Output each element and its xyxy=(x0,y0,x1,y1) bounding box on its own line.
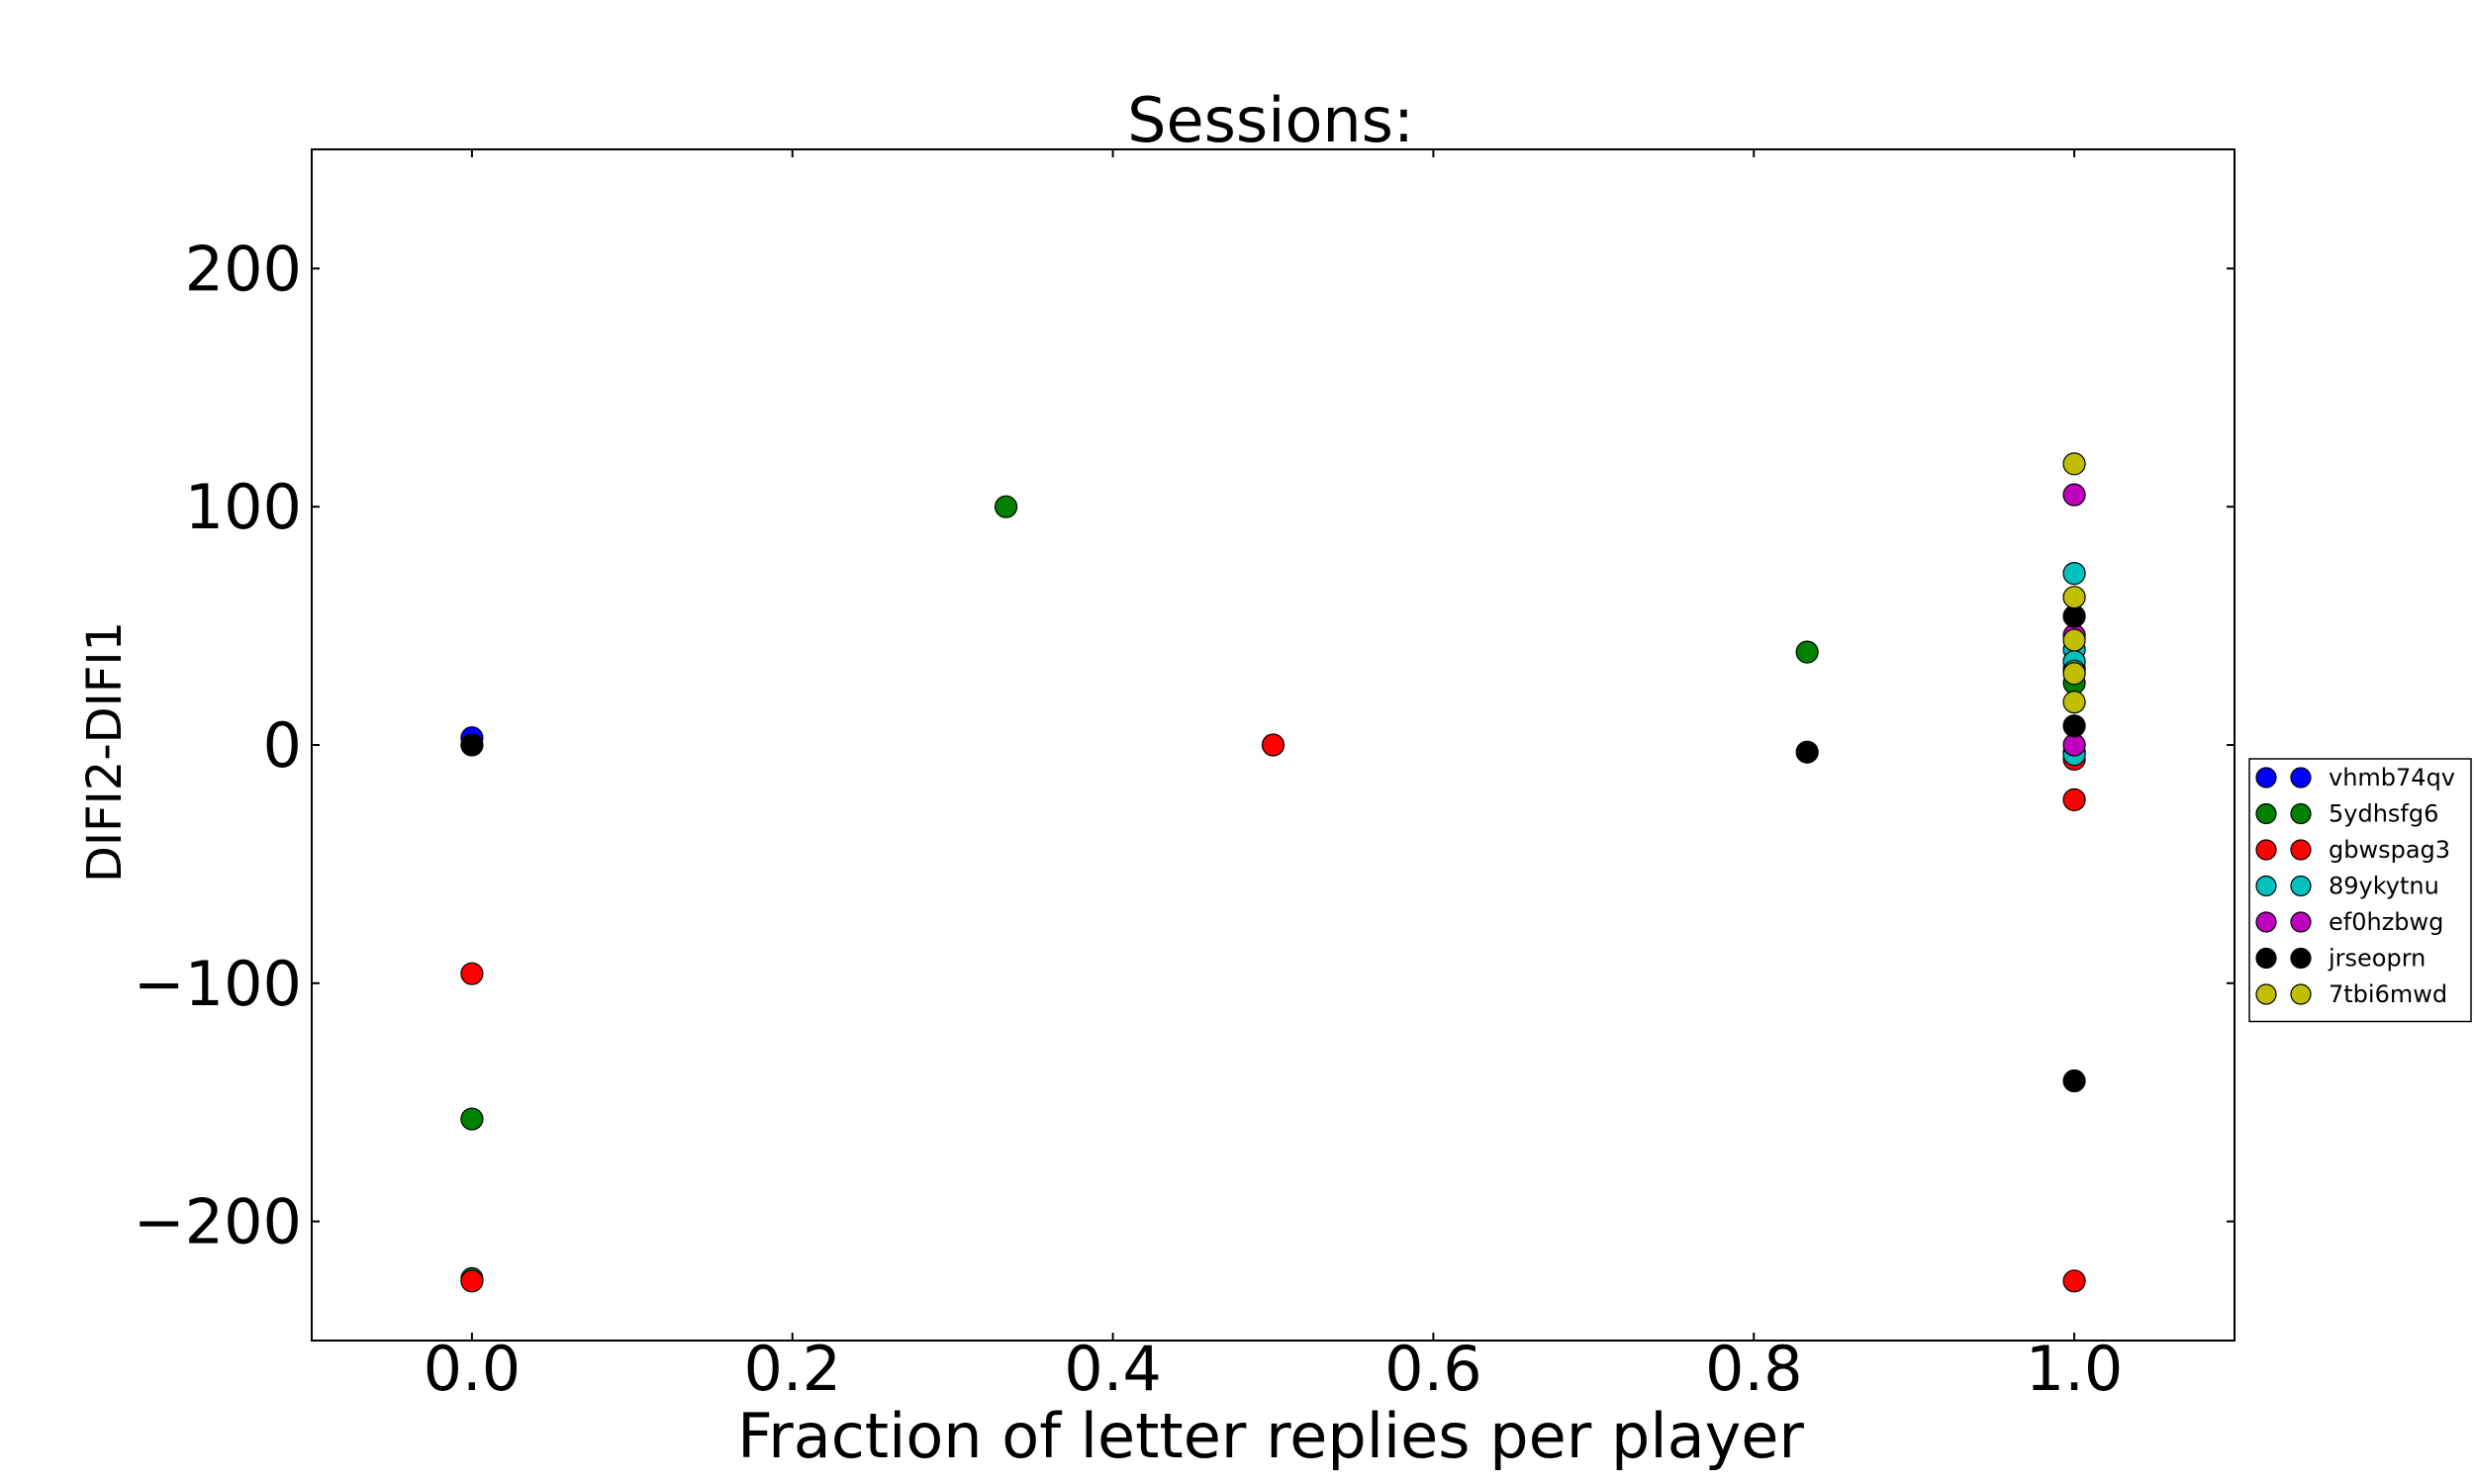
legend-marker xyxy=(2255,875,2277,897)
legend-label: 5ydhsfg6 xyxy=(2329,800,2438,828)
legend-marker xyxy=(2290,767,2312,788)
x-axis: 0.0 0.2 0.4 0.6 0.8 1.0 xyxy=(424,149,2124,1405)
data-point-jrseoprn xyxy=(2062,714,2086,738)
legend-marker xyxy=(2255,983,2277,1005)
data-point-7tbi6mwd xyxy=(2062,586,2086,609)
y-tick-label: 0 xyxy=(263,709,302,782)
legend-label: 7tbi6mwd xyxy=(2329,980,2447,1008)
data-point-gbwspag3 xyxy=(2062,1269,2086,1293)
y-tick-label: −100 xyxy=(134,948,302,1020)
legend-label: vhmb74qv xyxy=(2329,764,2455,791)
x-tick-label: 1.0 xyxy=(2026,1333,2124,1405)
legend-marker xyxy=(2290,947,2312,970)
data-point-7tbi6mwd xyxy=(2062,452,2086,476)
data-point-7tbi6mwd xyxy=(2062,662,2086,686)
data-point-7tbi6mwd xyxy=(2062,691,2086,714)
legend-label: 89ykytnu xyxy=(2329,873,2439,900)
data-point-ef0hzbwg xyxy=(2062,483,2086,507)
y-tick-label: −200 xyxy=(134,1186,302,1258)
data-point-gbwspag3 xyxy=(1261,733,1285,757)
x-tick-label: 0.2 xyxy=(743,1333,841,1405)
x-tick-label: 0.4 xyxy=(1064,1333,1162,1405)
x-tick-label: 0.8 xyxy=(1705,1333,1803,1405)
data-point-jrseoprn xyxy=(2062,1068,2086,1093)
data-point-5ydhsfg6 xyxy=(994,495,1018,518)
x-tick-label: 0.6 xyxy=(1384,1333,1482,1405)
legend: vhmb74qv 5ydhsfg6 gbwspag3 89ykytnu ef0hzbwg… xyxy=(2248,758,2472,1023)
x-tick-label: 0.0 xyxy=(424,1333,522,1405)
data-point-7tbi6mwd xyxy=(2062,628,2086,652)
legend-marker xyxy=(2255,911,2277,933)
x-axis-label: Fraction of letter replies per player xyxy=(737,1400,1804,1472)
data-points xyxy=(460,452,2086,1293)
y-tick-label: 200 xyxy=(185,232,302,305)
legend-label: gbwspag3 xyxy=(2329,836,2450,864)
legend-marker xyxy=(2290,911,2312,933)
legend-box xyxy=(2248,758,2472,1023)
data-point-5ydhsfg6 xyxy=(1795,640,1819,664)
legend-marker xyxy=(2255,947,2277,970)
y-axis-label: DIFI2-DIFI1 xyxy=(77,621,133,882)
data-point-5ydhsfg6 xyxy=(460,1107,484,1131)
y-axis: −200 −100 0 100 200 xyxy=(134,232,2235,1258)
legend-marker xyxy=(2255,802,2277,825)
data-point-89ykytnu xyxy=(2062,562,2086,586)
legend-marker xyxy=(2255,839,2277,861)
data-point-gbwspag3 xyxy=(2062,788,2086,811)
chart-title: Sessions: xyxy=(1127,84,1414,156)
data-point-jrseoprn xyxy=(1795,740,1819,764)
legend-marker xyxy=(2290,839,2312,861)
legend-marker xyxy=(2290,983,2312,1005)
legend-marker xyxy=(2290,875,2312,897)
data-point-jrseoprn xyxy=(460,733,484,757)
data-point-gbwspag3 xyxy=(460,962,484,985)
data-point-gbwspag3 xyxy=(460,1269,484,1293)
y-tick-label: 100 xyxy=(185,471,302,543)
legend-marker xyxy=(2255,767,2277,788)
legend-label: ef0hzbwg xyxy=(2329,908,2443,936)
legend-label: jrseoprn xyxy=(2328,945,2426,973)
legend-marker xyxy=(2290,802,2312,825)
